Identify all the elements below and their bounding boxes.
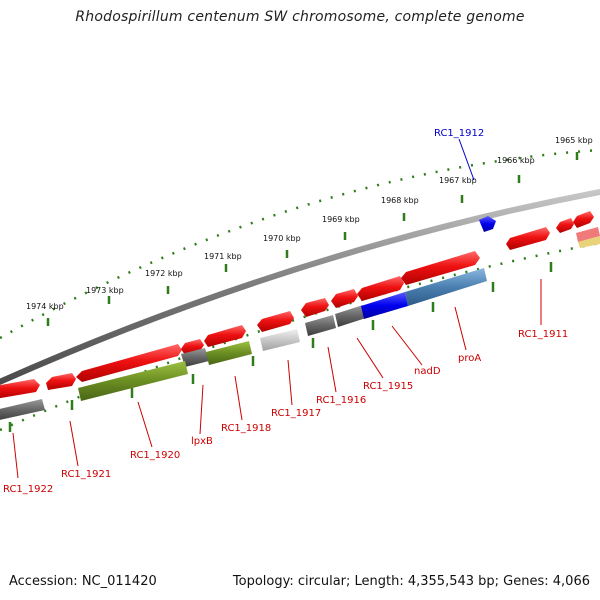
gene-reverse-3[interactable] (206, 341, 252, 365)
scale-label-1970: 1970 kbp (263, 234, 301, 243)
scale-label-1972: 1972 kbp (145, 269, 183, 278)
outer-major-ticks (46, 152, 579, 326)
gene-forward-8[interactable] (331, 289, 358, 308)
gene-forward-1[interactable] (0, 379, 40, 399)
gene-reverse-8[interactable] (405, 268, 487, 306)
label-leaders (12, 138, 542, 479)
gene-label-rc1-1920[interactable]: RC1_1920 (130, 450, 180, 461)
gene-forward-7[interactable] (301, 298, 329, 317)
scale-labels: 1974 kbp 1973 kbp 1972 kbp 1971 kbp 1970… (26, 136, 593, 311)
reverse-strand-genes[interactable] (0, 268, 487, 421)
gene-labels: RC1_1922 RC1_1921 RC1_1920 lpxB RC1_1918… (3, 128, 568, 495)
scale-label-1973: 1973 kbp (86, 286, 124, 295)
gene-forward-15-blue[interactable] (479, 216, 496, 232)
gene-forward-2[interactable] (46, 373, 76, 390)
scale-label-1965: 1965 kbp (555, 136, 593, 145)
gene-label-rc1-1922[interactable]: RC1_1922 (3, 484, 53, 495)
gene-forward-3[interactable] (76, 344, 182, 382)
gene-forward-5[interactable] (204, 325, 246, 347)
scale-label-1967: 1967 kbp (439, 176, 477, 185)
gene-label-rc1-1912[interactable]: RC1_1912 (434, 128, 484, 139)
genome-backbone (0, 188, 600, 386)
gene-label-nadd[interactable]: nadD (414, 366, 441, 377)
gene-reverse-1[interactable] (0, 399, 45, 421)
accession-text: Accession: NC_011420 (9, 574, 157, 589)
gene-forward-9[interactable] (357, 276, 404, 301)
gene-forward-10[interactable] (401, 251, 480, 285)
scale-label-1968: 1968 kbp (381, 196, 419, 205)
genome-summary-text: Topology: circular; Length: 4,355,543 bp… (232, 574, 590, 589)
gene-label-rc1-1918[interactable]: RC1_1918 (221, 423, 271, 434)
gene-reverse-4[interactable] (260, 329, 300, 351)
map-title: Rhodospirillum centenum SW chromosome, c… (75, 9, 525, 25)
gene-reverse-5[interactable] (305, 315, 336, 336)
forward-strand-genes[interactable] (0, 211, 600, 399)
gene-label-rc1-1921[interactable]: RC1_1921 (61, 469, 111, 480)
gene-label-proa[interactable]: proA (458, 353, 481, 364)
gene-forward-13[interactable] (573, 211, 594, 228)
gene-reverse-2[interactable] (78, 361, 188, 401)
scale-label-1969: 1969 kbp (322, 215, 360, 224)
scale-label-1974: 1974 kbp (26, 302, 64, 311)
gene-forward-16[interactable] (576, 227, 600, 242)
gene-label-lpxb[interactable]: lpxB (191, 436, 213, 447)
inner-major-ticks (8, 262, 553, 432)
gene-forward-12[interactable] (556, 218, 574, 233)
gene-forward-17[interactable] (578, 236, 600, 248)
gene-reverse-7-blue[interactable] (361, 292, 408, 319)
gene-forward-6[interactable] (257, 311, 294, 332)
gene-label-rc1-1915[interactable]: RC1_1915 (363, 381, 413, 392)
scale-label-1971: 1971 kbp (204, 252, 242, 261)
gene-label-rc1-1911[interactable]: RC1_1911 (518, 329, 568, 340)
gene-forward-14[interactable] (181, 348, 209, 367)
gene-reverse-6[interactable] (335, 305, 366, 327)
inner-scale-track (0, 241, 600, 432)
gene-forward-11[interactable] (506, 227, 550, 250)
scale-label-1966: 1966 kbp (497, 156, 535, 165)
gene-label-rc1-1916[interactable]: RC1_1916 (316, 395, 366, 406)
gene-label-rc1-1917[interactable]: RC1_1917 (271, 408, 321, 419)
